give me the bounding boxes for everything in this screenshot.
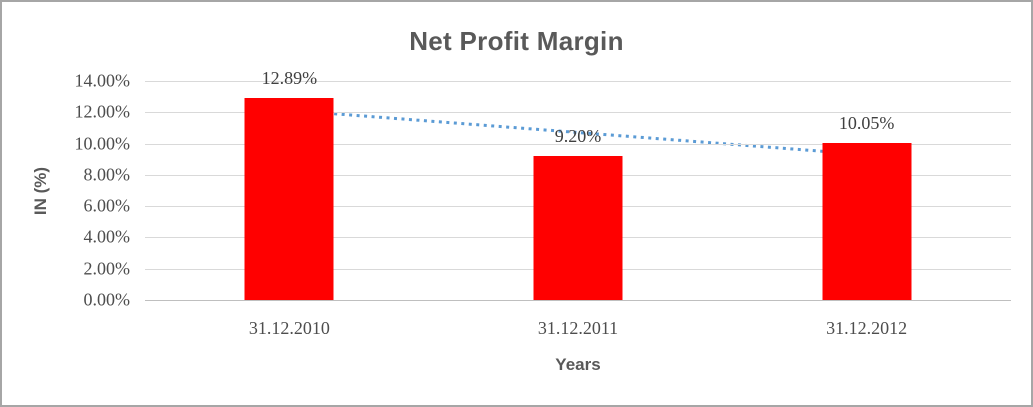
bar-value-label: 12.89% bbox=[261, 68, 318, 89]
x-tick-label: 31.12.2011 bbox=[537, 318, 619, 338]
y-tick-label: 10.00% bbox=[74, 133, 131, 154]
trendline-layer bbox=[289, 108, 867, 157]
x-axis-tick-labels: 31.12.2010 31.12.2011 31.12.2012 bbox=[145, 318, 1011, 342]
bar bbox=[244, 98, 334, 300]
trendline bbox=[289, 108, 867, 157]
plot-area: 12.89% 9.20% 10.05% bbox=[145, 68, 1011, 301]
gridline bbox=[145, 81, 1011, 82]
x-tick-label: 31.12.2012 bbox=[826, 318, 908, 338]
y-tick-label: 6.00% bbox=[83, 195, 131, 216]
bar-value-label: 10.05% bbox=[838, 112, 895, 133]
y-tick-label: 8.00% bbox=[83, 164, 131, 185]
bar-value-label: 9.20% bbox=[554, 126, 602, 147]
x-axis-line bbox=[145, 300, 1011, 301]
y-tick-label: 12.00% bbox=[74, 101, 131, 122]
gridline bbox=[145, 112, 1011, 114]
y-tick-label: 14.00% bbox=[74, 70, 131, 91]
chart-title: Net Profit Margin bbox=[409, 26, 624, 56]
y-tick-label: 4.00% bbox=[83, 226, 131, 247]
bar bbox=[822, 142, 912, 300]
y-tick-label: 2.00% bbox=[83, 258, 131, 279]
gridline bbox=[145, 143, 1011, 145]
x-tick-label: 31.12.2010 bbox=[248, 318, 330, 338]
x-axis-title: Years bbox=[555, 355, 601, 374]
bar bbox=[533, 156, 623, 300]
y-tick-label: 0.00% bbox=[83, 289, 131, 310]
y-axis-tick-labels: 14.00% 12.00% 10.00% 8.00% 6.00% 4.00% 2.00% 0.… bbox=[2, 71, 131, 310]
